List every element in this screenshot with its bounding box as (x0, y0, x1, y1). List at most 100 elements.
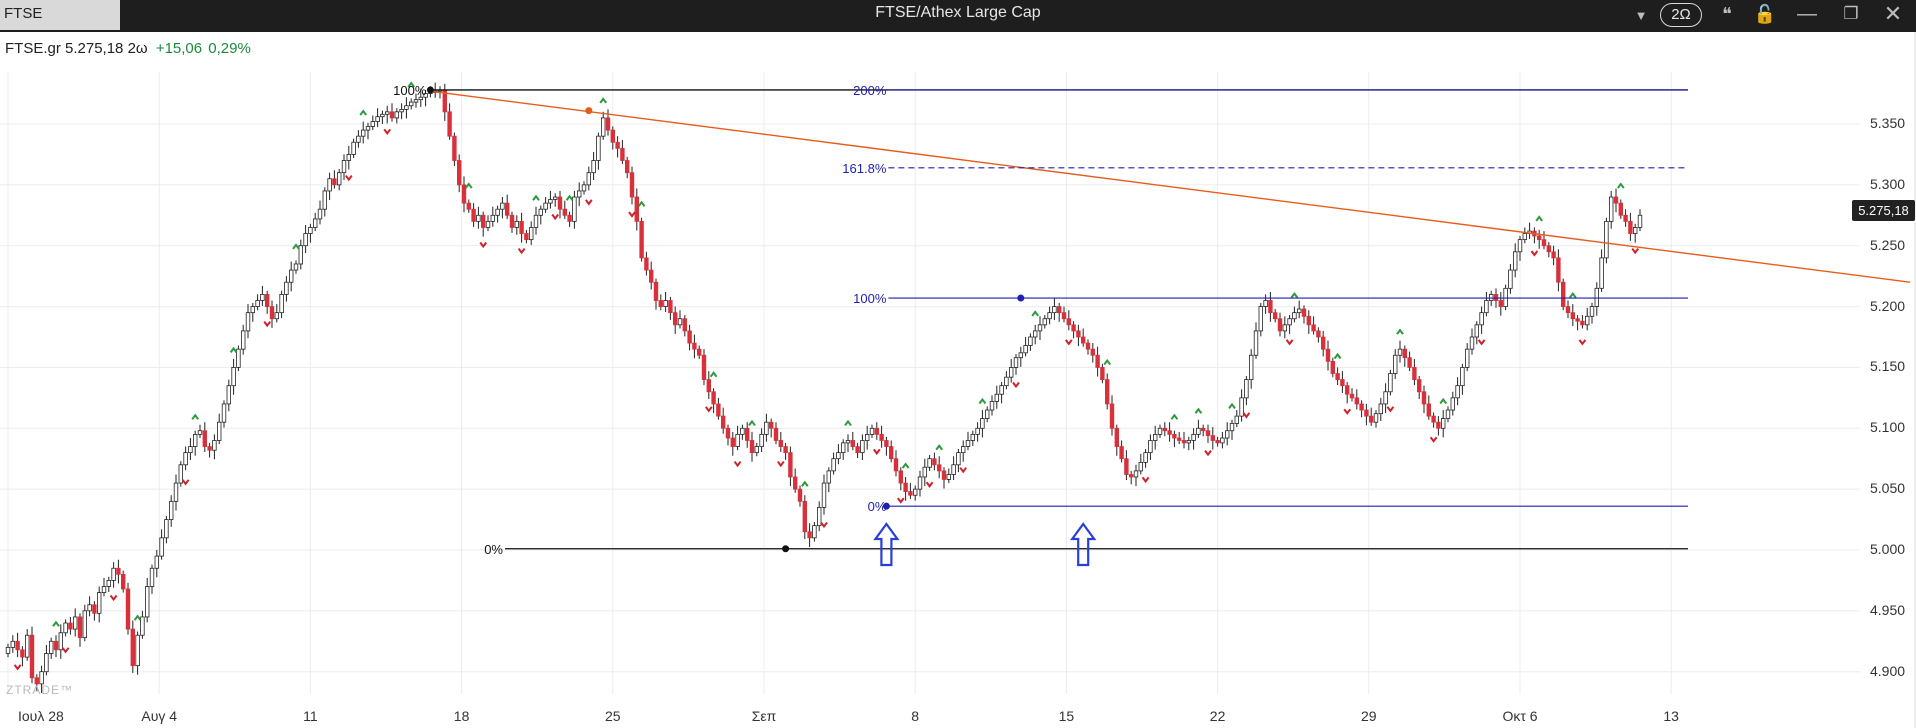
candle (322, 190, 327, 210)
candle (1009, 367, 1014, 378)
candle (1013, 357, 1019, 368)
candle (1330, 360, 1335, 374)
candle (1421, 391, 1427, 405)
candle (39, 671, 44, 685)
candle (836, 452, 841, 460)
candle (1465, 348, 1470, 368)
candle (298, 245, 303, 265)
quote-change-pct: 0,29% (208, 40, 251, 57)
minimize-icon[interactable]: — (1797, 3, 1817, 25)
candle (1172, 433, 1177, 439)
candle (1297, 308, 1302, 314)
candle (1100, 367, 1105, 380)
candle (236, 348, 241, 368)
candle (687, 330, 692, 344)
last-price-label: 5.275,18 (1852, 200, 1915, 221)
candle (514, 220, 519, 228)
candle (1081, 336, 1086, 344)
candle (1153, 433, 1158, 441)
fib-outer-100-label: 100% (393, 83, 427, 98)
candle (1541, 239, 1547, 247)
candle (197, 430, 203, 435)
candle (865, 433, 870, 441)
candle (384, 111, 390, 115)
candle (245, 312, 251, 332)
trough-marker (181, 479, 190, 486)
trough-marker (263, 321, 271, 328)
fib-inner-label: 200% (853, 83, 887, 98)
trough-marker (1285, 339, 1294, 346)
candle (629, 172, 635, 198)
candle (1508, 269, 1513, 289)
candle (130, 628, 135, 667)
y-tick-label: 5.000 (1870, 541, 1906, 557)
candle (860, 440, 865, 454)
fib-inner-label: 100% (853, 291, 887, 306)
peak-marker (1333, 352, 1342, 360)
candle (284, 281, 289, 295)
candle (1124, 458, 1129, 475)
candle (332, 178, 337, 186)
candle (1042, 318, 1047, 326)
candle (1196, 427, 1201, 435)
candle (447, 111, 452, 137)
candle (1402, 348, 1407, 359)
trough-marker (1631, 247, 1639, 255)
candle (1263, 300, 1268, 307)
watermark: ZTRADE™ (6, 683, 73, 697)
candle (264, 293, 270, 307)
symbol-tab[interactable]: FTSE (0, 0, 120, 30)
candle (418, 96, 423, 101)
candle (365, 126, 371, 131)
candle (519, 220, 524, 234)
candle (1484, 300, 1489, 314)
trough-marker (777, 460, 785, 468)
candle (1148, 440, 1153, 454)
candle (490, 214, 495, 222)
candle (1268, 300, 1273, 314)
title-bar (0, 0, 1916, 32)
candle (1436, 421, 1441, 429)
candle (740, 427, 745, 435)
candle (1431, 415, 1436, 423)
candle (1287, 318, 1292, 326)
close-icon[interactable]: ✕ (1883, 1, 1903, 26)
candle (644, 257, 649, 271)
candle (1273, 312, 1278, 320)
candle (471, 208, 476, 222)
candle (207, 446, 212, 451)
y-tick-label: 5.300 (1870, 175, 1906, 192)
maximize-icon[interactable]: ❐ (1843, 4, 1859, 23)
quote-icon[interactable]: ❝ (1722, 4, 1732, 24)
peak-marker (978, 397, 987, 405)
quote-line: FTSE.gr 5.275,18 2ω +15,06 0,29% (5, 40, 251, 57)
x-tick-label: 15 (1058, 708, 1075, 724)
candle (1633, 227, 1638, 234)
candle (793, 476, 798, 490)
candle (1244, 379, 1249, 399)
candle (1628, 220, 1633, 234)
candle (903, 482, 908, 492)
candle (989, 401, 995, 411)
peak-marker (748, 419, 756, 427)
candle (1177, 437, 1182, 441)
trough-marker (820, 521, 828, 529)
chevron-down-icon[interactable]: ▼ (1634, 8, 1648, 23)
candle (1565, 306, 1571, 314)
candle (1028, 336, 1033, 346)
candle (529, 227, 534, 241)
candle (845, 440, 851, 444)
candle (1455, 385, 1460, 399)
lock-icon[interactable]: 🔓 (1753, 4, 1777, 24)
candle (293, 263, 299, 271)
candle (697, 348, 702, 356)
candle (812, 525, 817, 539)
interval-badge[interactable]: 2Ω (1660, 3, 1702, 27)
price-chart[interactable]: 100% 0% 200% 161.8% 100% 0% (0, 32, 1916, 728)
candle (591, 160, 596, 174)
candle (461, 184, 467, 204)
candle (937, 464, 942, 472)
candle (711, 391, 716, 405)
candle (557, 196, 563, 210)
candle (1033, 330, 1038, 338)
